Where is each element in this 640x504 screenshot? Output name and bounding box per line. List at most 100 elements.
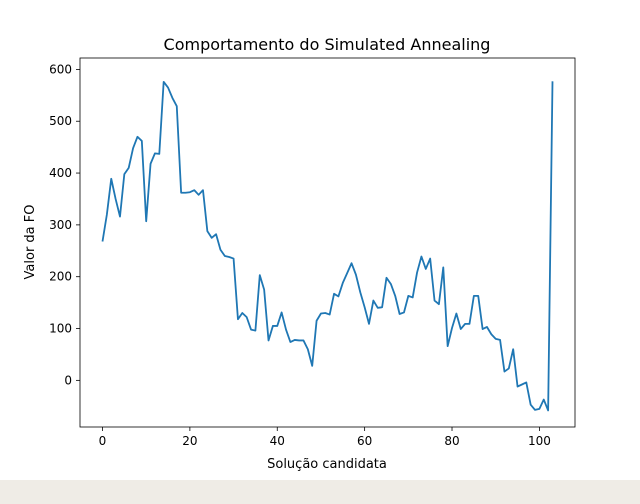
data-point: [220, 249, 222, 251]
data-point: [102, 241, 104, 243]
data-point: [128, 167, 130, 169]
data-point: [394, 295, 396, 297]
data-point: [377, 307, 379, 309]
data-point: [228, 256, 230, 258]
data-point: [206, 230, 208, 232]
data-point: [460, 328, 462, 330]
data-point: [176, 105, 178, 107]
x-tick-label: 80: [444, 434, 459, 448]
y-axis-label: Valor da FO: [23, 205, 38, 280]
data-point: [259, 274, 261, 276]
data-point: [351, 262, 353, 264]
data-point: [407, 295, 409, 297]
x-tick-label: 60: [357, 434, 372, 448]
data-point: [530, 404, 532, 406]
data-point: [150, 163, 152, 165]
data-point: [464, 323, 466, 325]
data-point: [115, 198, 117, 200]
data-point: [499, 339, 501, 341]
data-point: [359, 291, 361, 293]
data-point: [447, 345, 449, 347]
data-point: [158, 153, 160, 155]
data-point: [399, 313, 401, 315]
data-point: [403, 312, 405, 314]
data-point: [442, 266, 444, 268]
data-point: [333, 293, 335, 295]
y-tick-label: 0: [64, 373, 72, 387]
data-point: [202, 189, 204, 191]
data-point: [425, 268, 427, 270]
data-point: [285, 329, 287, 331]
data-point: [490, 333, 492, 335]
data-point: [434, 300, 436, 302]
data-point: [455, 313, 457, 315]
data-point: [412, 297, 414, 299]
data-point: [246, 316, 248, 318]
x-axis-label: Solução candidata: [267, 457, 387, 472]
data-point: [482, 328, 484, 330]
data-point: [451, 327, 453, 329]
x-tick-label: 40: [270, 434, 285, 448]
data-point: [289, 341, 291, 343]
line-chart: Comportamento do Simulated Annealing 0 20…: [23, 35, 576, 472]
data-point: [123, 173, 125, 175]
plot-frame: [79, 57, 576, 428]
data-point: [298, 340, 300, 342]
data-point: [185, 192, 187, 194]
data-point: [272, 325, 274, 327]
data-point: [486, 326, 488, 328]
data-point: [172, 97, 174, 99]
data-point: [241, 312, 243, 314]
data-point: [189, 191, 191, 193]
axis-ticks: 0 20 40 60 80 100 0 100 200 300 400 500 600: [49, 62, 551, 448]
data-point: [368, 323, 370, 325]
data-point: [329, 314, 331, 316]
data-point: [534, 409, 536, 411]
data-point: [294, 339, 296, 341]
data-point: [547, 410, 549, 412]
data-point: [477, 295, 479, 297]
status-bar: [0, 480, 640, 504]
data-point: [119, 216, 121, 218]
data-point: [224, 255, 226, 257]
data-point: [521, 384, 523, 386]
data-point: [421, 256, 423, 258]
data-point: [180, 192, 182, 194]
data-point: [438, 303, 440, 305]
x-tick-label: 20: [182, 434, 197, 448]
data-point: [390, 283, 392, 285]
chart-figure: Comportamento do Simulated Annealing 0 20…: [23, 35, 576, 472]
data-point: [311, 365, 313, 367]
data-point: [346, 272, 348, 274]
y-tick-label: 200: [49, 270, 72, 284]
data-point: [281, 312, 283, 314]
data-point: [355, 274, 357, 276]
data-point: [381, 306, 383, 308]
data-point: [211, 237, 213, 239]
data-point: [145, 220, 147, 222]
data-point: [552, 80, 554, 82]
data-point: [324, 312, 326, 314]
data-point: [372, 300, 374, 302]
x-tick-label: 100: [528, 434, 551, 448]
data-point: [250, 329, 252, 331]
data-point: [504, 371, 506, 373]
y-tick-label: 300: [49, 218, 72, 232]
data-point: [193, 189, 195, 191]
chart-title: Comportamento do Simulated Annealing: [164, 35, 491, 54]
data-point: [386, 277, 388, 279]
data-point: [364, 306, 366, 308]
data-point: [268, 340, 270, 342]
data-point: [416, 272, 418, 274]
data-point: [538, 408, 540, 410]
data-point: [137, 136, 139, 138]
data-point: [163, 81, 165, 83]
x-tick-label: 0: [99, 434, 107, 448]
data-point: [338, 296, 340, 298]
data-point: [525, 382, 527, 384]
data-point: [316, 320, 318, 322]
data-point: [141, 140, 143, 142]
data-point: [106, 214, 108, 216]
data-point: [508, 368, 510, 370]
data-point: [320, 313, 322, 315]
